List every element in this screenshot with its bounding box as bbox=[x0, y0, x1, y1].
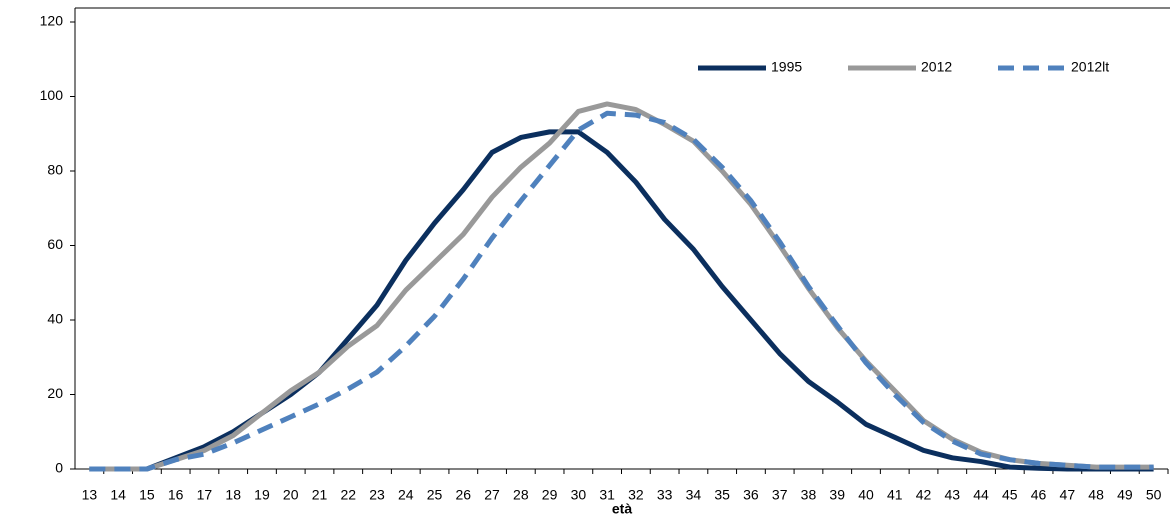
x-tick-label: 24 bbox=[398, 487, 414, 503]
x-tick-label: 36 bbox=[743, 487, 759, 503]
y-tick-label: 80 bbox=[47, 162, 63, 178]
x-tick-label: 21 bbox=[312, 487, 328, 503]
x-tick-label: 37 bbox=[772, 487, 788, 503]
y-tick-label: 20 bbox=[47, 385, 63, 401]
x-tick-label: 22 bbox=[340, 487, 356, 503]
legend-label: 2012 bbox=[921, 59, 952, 75]
x-tick-label: 45 bbox=[1002, 487, 1018, 503]
x-tick-label: 43 bbox=[944, 487, 960, 503]
series-line bbox=[89, 101, 1154, 472]
x-tick-label: 40 bbox=[858, 487, 874, 503]
x-tick-label: 39 bbox=[829, 487, 845, 503]
legend-label: 2012lt bbox=[1071, 59, 1109, 75]
legend-label: 1995 bbox=[771, 59, 802, 75]
x-tick-label: 20 bbox=[283, 487, 299, 503]
x-tick-label: 34 bbox=[686, 487, 702, 503]
x-axis-label: età bbox=[612, 501, 632, 517]
x-tick-label: 31 bbox=[599, 487, 615, 503]
x-tick-label: 30 bbox=[571, 487, 587, 503]
x-tick-label: 27 bbox=[484, 487, 500, 503]
x-tick-label: 44 bbox=[973, 487, 989, 503]
y-tick-label: 120 bbox=[40, 13, 64, 29]
x-tick-label: 13 bbox=[82, 487, 98, 503]
x-tick-label: 16 bbox=[168, 487, 184, 503]
y-tick-label: 60 bbox=[47, 236, 63, 252]
x-tick-label: 35 bbox=[714, 487, 730, 503]
x-tick-label: 28 bbox=[513, 487, 529, 503]
x-tick-label: 26 bbox=[456, 487, 472, 503]
x-tick-label: 14 bbox=[110, 487, 126, 503]
series-line bbox=[89, 129, 1154, 472]
x-tick-label: 49 bbox=[1117, 487, 1133, 503]
x-tick-label: 25 bbox=[427, 487, 443, 503]
y-tick-label: 40 bbox=[47, 311, 63, 327]
x-tick-label: 47 bbox=[1060, 487, 1076, 503]
x-tick-label: 15 bbox=[139, 487, 155, 503]
x-tick-label: 18 bbox=[225, 487, 241, 503]
x-tick-label: 42 bbox=[916, 487, 932, 503]
x-tick-label: 46 bbox=[1031, 487, 1047, 503]
x-tick-label: 38 bbox=[801, 487, 817, 503]
x-tick-label: 29 bbox=[542, 487, 558, 503]
y-tick-label: 0 bbox=[55, 460, 63, 476]
series-line bbox=[89, 110, 1154, 472]
x-tick-label: 17 bbox=[197, 487, 213, 503]
x-tick-label: 48 bbox=[1088, 487, 1104, 503]
x-tick-label: 33 bbox=[657, 487, 673, 503]
x-tick-label: 41 bbox=[887, 487, 903, 503]
x-tick-label: 23 bbox=[369, 487, 385, 503]
x-tick-label: 50 bbox=[1146, 487, 1162, 503]
x-tick-label: 32 bbox=[628, 487, 644, 503]
x-tick-label: 19 bbox=[254, 487, 270, 503]
y-tick-label: 100 bbox=[40, 87, 64, 103]
